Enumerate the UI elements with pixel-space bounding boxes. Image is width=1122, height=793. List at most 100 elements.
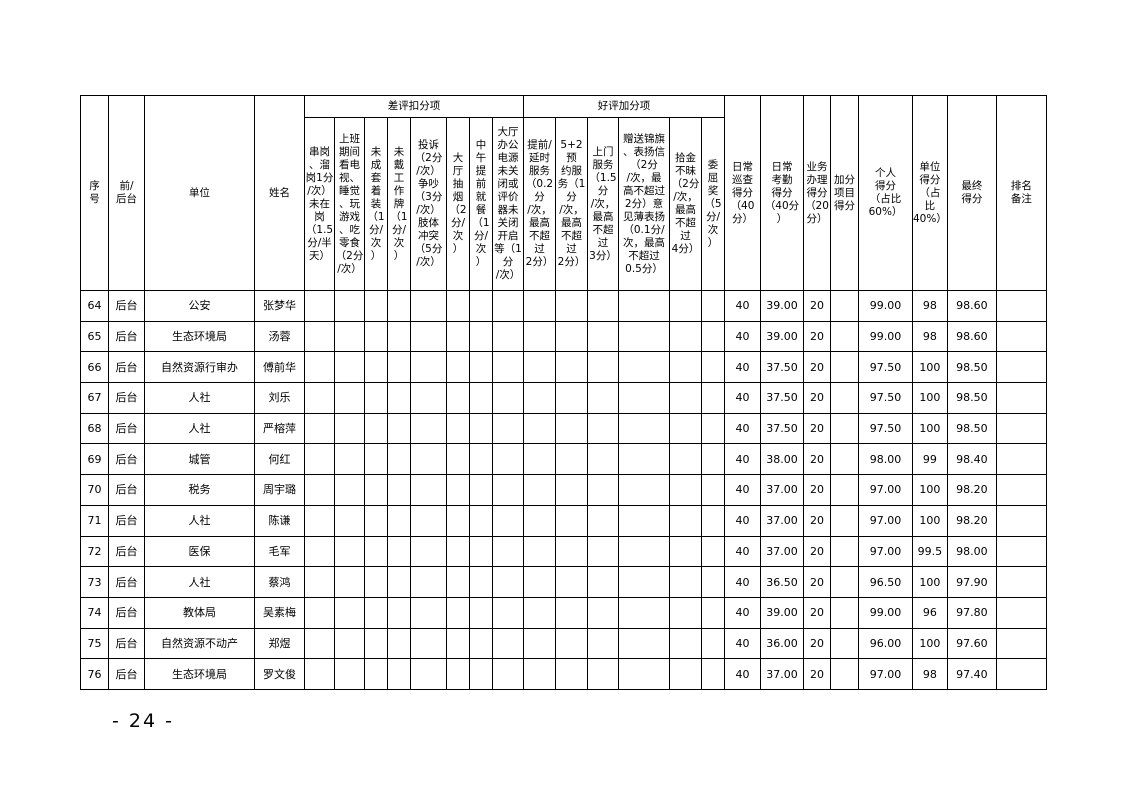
cell-d1 (304, 596, 335, 629)
table-row: 73 后台 人社 蔡鸿 40 36.50 20 96.50 100 97.90 (80, 566, 1047, 598)
cell-b5 (669, 474, 702, 506)
cell-b5 (669, 320, 702, 353)
cell-d6 (446, 474, 470, 506)
cell-final: 98.60 (946, 290, 997, 322)
cell-rank (995, 351, 1047, 384)
cell-unit_score: 98 (912, 290, 948, 322)
cell-d6 (446, 320, 470, 353)
cell-final: 97.90 (946, 566, 997, 598)
cell-b3 (587, 474, 619, 506)
cell-d8 (492, 566, 524, 598)
cell-unit: 生态环境局 (144, 320, 255, 353)
cell-business: 20 (803, 351, 831, 384)
header-b3: 上门 服务 （1.5 分 /次， 最高 不超 过 3分） (587, 117, 619, 291)
cell-b4 (618, 351, 670, 384)
cell-name: 严榕萍 (254, 412, 305, 445)
cell-d3 (364, 320, 388, 353)
cell-d1 (304, 443, 335, 476)
cell-b3 (587, 412, 619, 445)
cell-unit: 教体局 (144, 596, 255, 629)
table-row: 71 后台 人社 陈谦 40 37.00 20 97.00 100 98.20 (80, 504, 1047, 537)
cell-attend: 39.00 (760, 320, 804, 353)
cell-bonus_items (830, 382, 859, 414)
cell-b1 (523, 535, 556, 568)
cell-d3 (364, 443, 388, 476)
cell-final: 98.00 (946, 535, 997, 568)
cell-business: 20 (803, 596, 831, 629)
cell-name: 陈谦 (254, 504, 305, 537)
cell-b2 (555, 566, 588, 598)
cell-b1 (523, 382, 556, 414)
table-row: 64 后台 公安 张梦华 40 39.00 20 99.00 98 98.60 (80, 290, 1047, 322)
cell-unit: 税务 (144, 474, 255, 506)
cell-bonus_items (830, 443, 859, 476)
cell-d6 (446, 658, 470, 690)
cell-rank (995, 596, 1047, 629)
cell-b1 (523, 474, 556, 506)
cell-b6 (701, 412, 725, 445)
cell-d3 (364, 382, 388, 414)
cell-b3 (587, 443, 619, 476)
cell-personal: 97.00 (858, 535, 913, 568)
cell-d5 (410, 474, 447, 506)
cell-d5 (410, 566, 447, 598)
cell-seq: 74 (80, 596, 109, 629)
cell-b5 (669, 290, 702, 322)
table-row: 65 后台 生态环境局 汤蓉 40 39.00 20 99.00 98 98.60 (80, 320, 1047, 353)
cell-name: 张梦华 (254, 290, 305, 322)
cell-d5 (410, 596, 447, 629)
cell-side: 后台 (108, 596, 145, 629)
cell-d1 (304, 412, 335, 445)
cell-final: 98.40 (946, 443, 997, 476)
cell-unit: 医保 (144, 535, 255, 568)
cell-b1 (523, 596, 556, 629)
cell-business: 20 (803, 627, 831, 660)
cell-d7 (469, 627, 493, 660)
cell-b4 (618, 443, 670, 476)
cell-d8 (492, 412, 524, 445)
cell-rank (995, 535, 1047, 568)
cell-d2 (334, 535, 365, 568)
cell-attend: 37.50 (760, 351, 804, 384)
cell-b4 (618, 627, 670, 660)
cell-d8 (492, 382, 524, 414)
cell-rank (995, 412, 1047, 445)
cell-patrol: 40 (724, 351, 761, 384)
cell-d4 (387, 382, 411, 414)
cell-patrol: 40 (724, 627, 761, 660)
header-d1: 串岗 、溜 岗1分 /次） 未在 岗 （1.5 分/半 天） (304, 117, 335, 291)
cell-b6 (701, 627, 725, 660)
cell-personal: 99.00 (858, 320, 913, 353)
cell-seq: 71 (80, 504, 109, 537)
cell-d3 (364, 412, 388, 445)
cell-d1 (304, 566, 335, 598)
cell-name: 汤蓉 (254, 320, 305, 353)
cell-side: 后台 (108, 290, 145, 322)
cell-d8 (492, 443, 524, 476)
cell-bonus_items (830, 504, 859, 537)
cell-d3 (364, 290, 388, 322)
cell-b3 (587, 382, 619, 414)
cell-name: 郑煜 (254, 627, 305, 660)
cell-d6 (446, 566, 470, 598)
cell-b2 (555, 412, 588, 445)
cell-patrol: 40 (724, 382, 761, 414)
header-d8: 大厅 办公 电源 未关 闭或 评价 器未 关闭 开启 等（1 分 /次） (492, 117, 524, 291)
cell-b2 (555, 535, 588, 568)
header-d3: 未 成 套 着 装 （1 分/ 次 ） (364, 117, 388, 291)
cell-d4 (387, 474, 411, 506)
cell-personal: 97.50 (858, 351, 913, 384)
header-name: 姓名 (254, 95, 305, 291)
score-table: 序 号前/ 后台 单位 姓名 差评扣分项 好评加分项 日常 巡查 得分 （40 分） 日常 … (80, 95, 1047, 690)
cell-rank (995, 382, 1047, 414)
cell-unit_score: 100 (912, 627, 948, 660)
cell-b5 (669, 382, 702, 414)
cell-unit_score: 99 (912, 443, 948, 476)
cell-final: 97.40 (946, 658, 997, 690)
cell-seq: 67 (80, 382, 109, 414)
cell-d5 (410, 627, 447, 660)
cell-d3 (364, 535, 388, 568)
cell-d8 (492, 320, 524, 353)
cell-business: 20 (803, 412, 831, 445)
cell-d7 (469, 412, 493, 445)
